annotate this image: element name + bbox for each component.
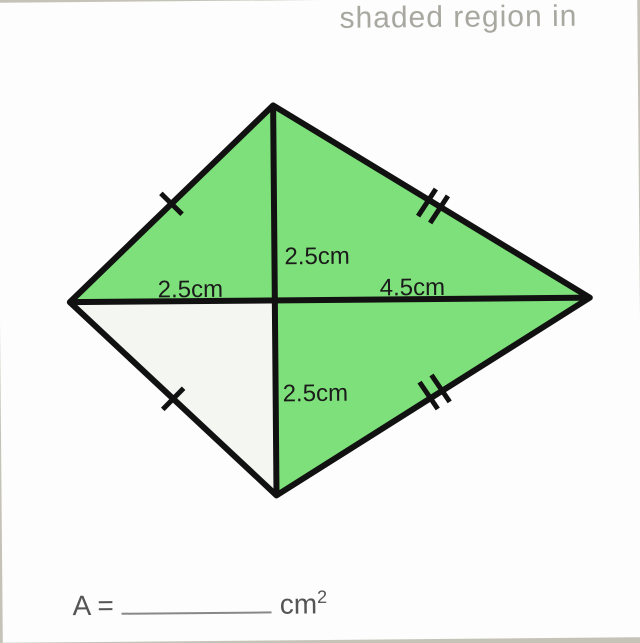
answer-prefix: A =	[72, 590, 114, 622]
label-left-horizontal: 2.5cm	[158, 276, 224, 305]
answer-blank[interactable]	[122, 585, 272, 614]
partial-header: shaded region in	[339, 0, 577, 36]
answer-unit: cm2	[280, 587, 328, 621]
label-upper-vertical: 2.5cm	[284, 243, 350, 272]
label-right-horizontal: 4.5cm	[380, 274, 446, 303]
label-lower-vertical: 2.5cm	[283, 380, 349, 409]
kite-diagram: 2.5cm 2.5cm 4.5cm 2.5cm	[48, 72, 612, 527]
answer-line: A = cm2	[72, 585, 327, 622]
vertical-diagonal	[273, 105, 276, 495]
